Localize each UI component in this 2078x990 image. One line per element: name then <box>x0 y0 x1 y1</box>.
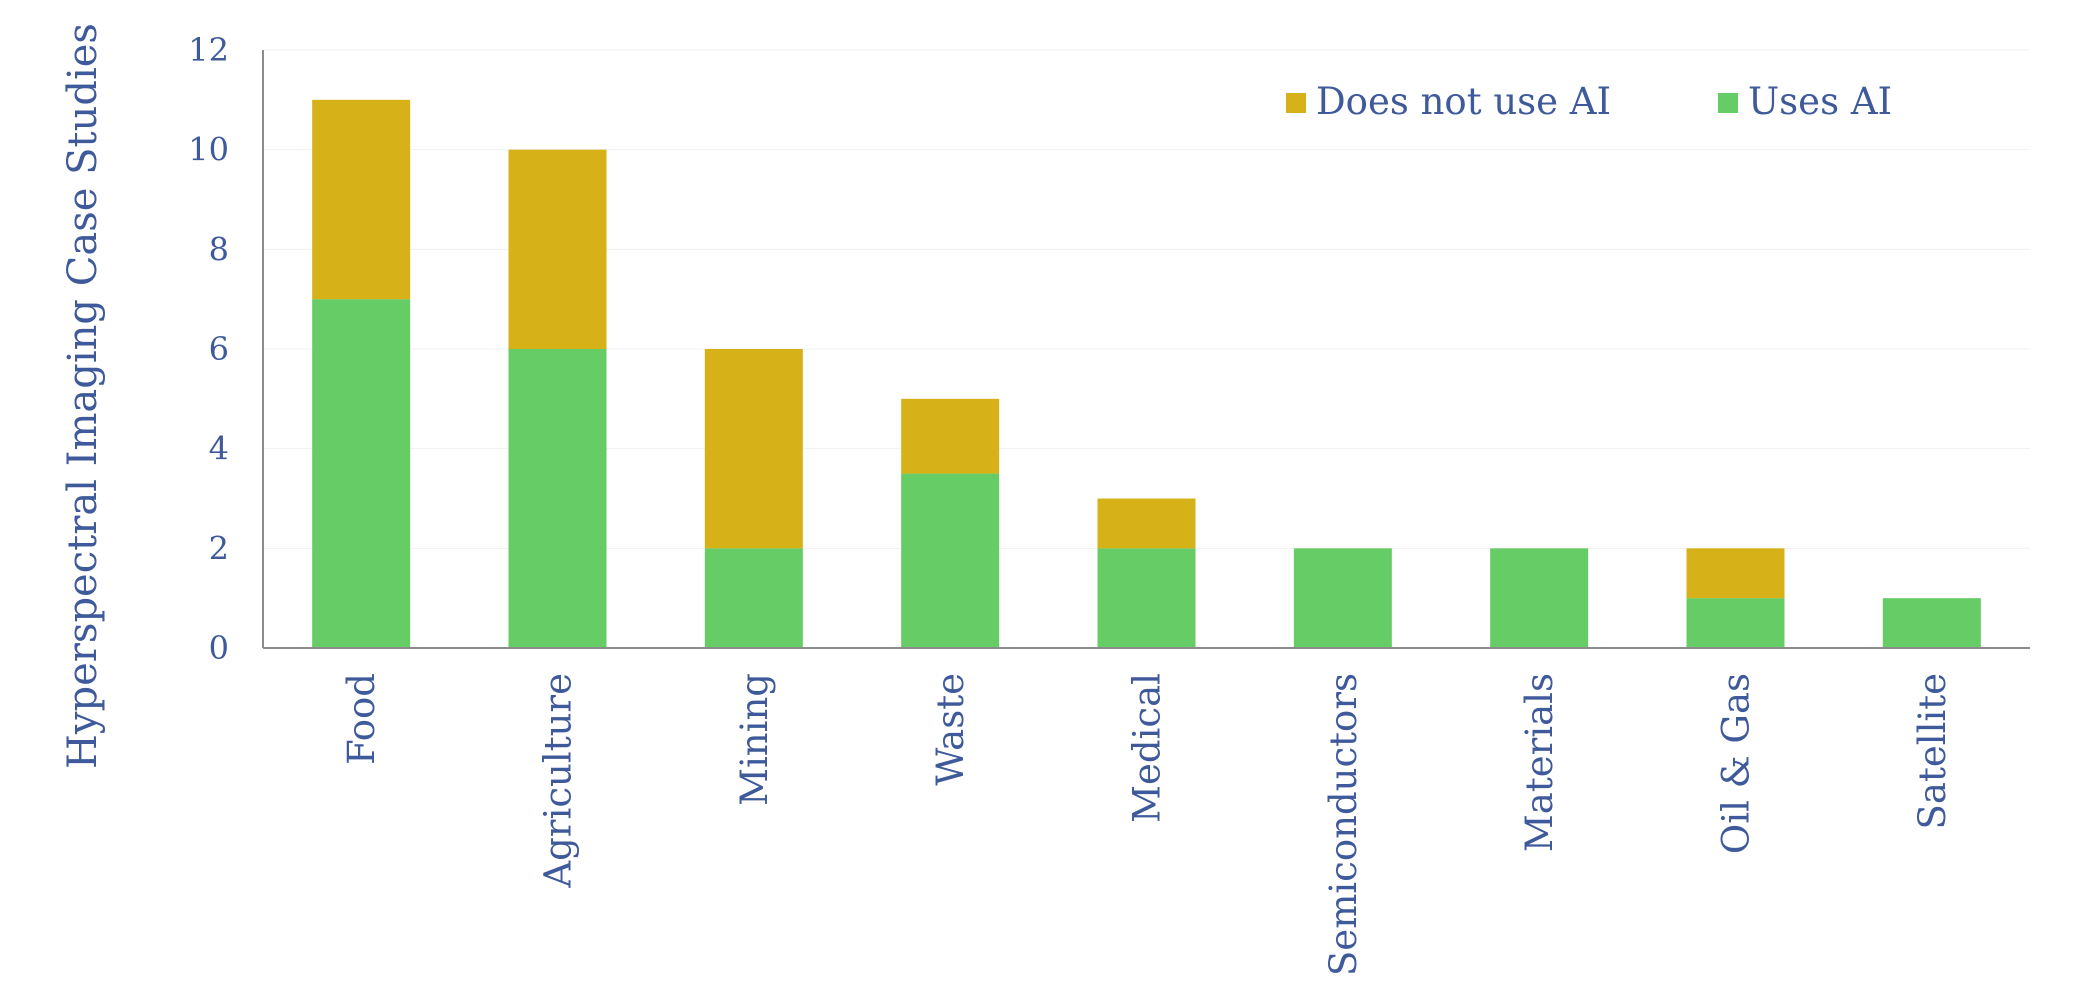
x-tick-label: Satellite <box>1911 673 1954 829</box>
x-tick-label: Oil & Gas <box>1715 673 1758 854</box>
bar-does-not-use-ai-food <box>312 99 411 300</box>
y-tick-label: 2 <box>209 529 229 567</box>
bar-uses-ai-oil-gas <box>1686 598 1785 648</box>
y-tick-label: 12 <box>188 31 229 69</box>
bar-does-not-use-ai-agriculture <box>508 149 607 349</box>
y-tick-labels: 0 2 4 6 8 10 12 <box>188 31 229 667</box>
legend: Does not use AI Uses AI <box>1286 80 1892 123</box>
x-tick-label: Materials <box>1518 673 1561 852</box>
x-tick-label: Mining <box>733 673 776 806</box>
bar-does-not-use-ai-oil-gas <box>1686 548 1785 599</box>
legend-swatch <box>1718 93 1738 113</box>
y-tick-label: 10 <box>188 131 229 169</box>
y-tick-label: 0 <box>209 629 229 667</box>
bar-does-not-use-ai-mining <box>704 349 803 549</box>
bar-uses-ai-waste <box>901 473 1000 648</box>
bar-uses-ai-food <box>312 299 411 648</box>
bar-does-not-use-ai-waste <box>901 398 1000 474</box>
x-tick-labels: Food Agriculture Mining Waste Medical Semicon… <box>340 673 1954 976</box>
bar-uses-ai-semiconductors <box>1293 548 1392 648</box>
y-tick-label: 4 <box>209 430 229 468</box>
bars <box>312 99 1981 648</box>
bar-uses-ai-medical <box>1097 548 1196 648</box>
x-tick-label: Waste <box>929 673 972 786</box>
bar-does-not-use-ai-medical <box>1097 498 1196 549</box>
bar-uses-ai-materials <box>1490 548 1589 648</box>
x-tick-label: Medical <box>1126 673 1169 823</box>
legend-swatch <box>1286 93 1306 113</box>
legend-label: Uses AI <box>1748 80 1892 123</box>
bar-uses-ai-agriculture <box>508 349 607 648</box>
y-axis-title: Hyperspectral Imaging Case Studies <box>60 23 106 769</box>
bar-uses-ai-satellite <box>1882 598 1981 648</box>
bar-uses-ai-mining <box>704 548 803 648</box>
y-tick-label: 6 <box>209 330 229 368</box>
axes <box>262 50 2030 649</box>
y-tick-label: 8 <box>209 230 229 268</box>
x-tick-label: Semiconductors <box>1322 673 1365 976</box>
legend-label: Does not use AI <box>1316 80 1611 123</box>
x-tick-label: Food <box>340 673 383 765</box>
x-tick-label: Agriculture <box>537 673 580 889</box>
